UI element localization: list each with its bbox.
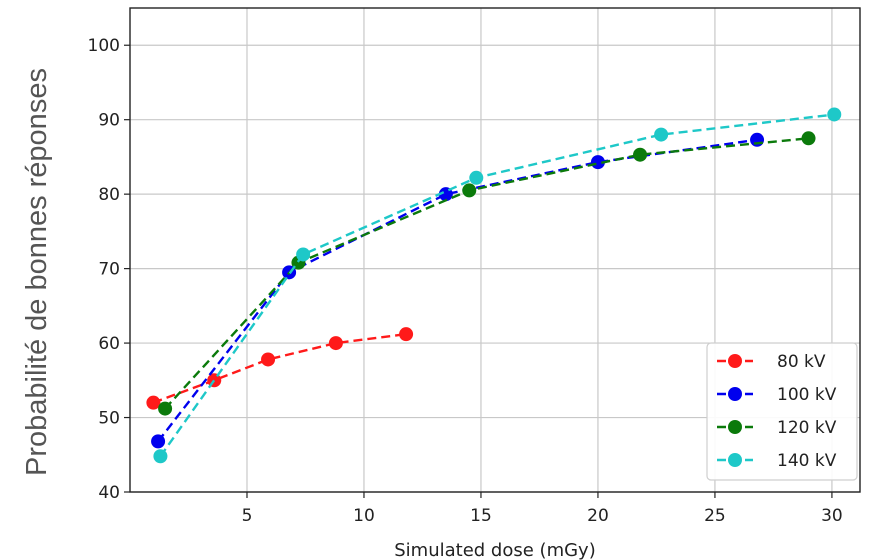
grid (130, 8, 860, 493)
legend-item: 120 kV (717, 418, 837, 438)
data-point (158, 401, 173, 416)
plot-frame (129, 7, 861, 493)
x-tick-label: 10 (353, 506, 375, 526)
series-line (157, 138, 758, 443)
data-point (261, 352, 276, 367)
x-axis-label: Simulated dose (mGy) (394, 540, 595, 560)
legend-marker (728, 354, 742, 368)
series-3 (158, 131, 816, 416)
legend-marker (728, 420, 742, 434)
data-point (296, 247, 311, 262)
legend-item: 140 kV (717, 451, 837, 471)
y-tick-label: 70 (98, 260, 120, 280)
legend-label: 80 kV (777, 352, 826, 372)
data-point (399, 327, 414, 342)
legend-label: 120 kV (777, 418, 837, 438)
y-tick-label: 40 (98, 483, 120, 503)
data-point (633, 147, 648, 162)
data-point (328, 336, 343, 351)
legend-item: 100 kV (717, 385, 837, 405)
axis-ticks: 5 10 15 20 25 30 40 50 60 70 80 90 100 (88, 36, 843, 526)
data-point (590, 155, 605, 170)
series-1 (146, 327, 414, 410)
data-point (146, 395, 161, 410)
legend-box (706, 342, 858, 481)
data-point (469, 170, 484, 185)
x-tick-label: 5 (242, 506, 253, 526)
data-point (827, 107, 842, 122)
y-tick-label: 100 (88, 36, 120, 56)
data-point (153, 449, 168, 464)
series-2 (151, 132, 765, 449)
data-point (750, 132, 765, 147)
legend-item: 80 kV (717, 352, 826, 372)
y-tick-label: 50 (98, 409, 120, 429)
legend-label: 140 kV (777, 451, 837, 471)
y-tick-label: 80 (98, 185, 120, 205)
series-4 (153, 107, 842, 464)
legend: 80 kV 100 kV 120 kV 140 kV (706, 342, 858, 481)
x-tick-label: 30 (821, 506, 843, 526)
legend-label: 100 kV (777, 385, 837, 405)
x-tick-label: 15 (470, 506, 492, 526)
y-axis-label: Probabilité de bonnes réponses (21, 68, 53, 476)
legend-marker (728, 387, 742, 401)
y-tick-label: 60 (98, 334, 120, 354)
data-point (151, 434, 166, 449)
series-layer (146, 107, 842, 464)
x-tick-label: 25 (704, 506, 726, 526)
legend-marker (728, 453, 742, 467)
series-line (152, 332, 407, 404)
data-point (654, 127, 669, 142)
data-point (801, 131, 816, 146)
data-point (462, 183, 477, 198)
x-tick-label: 20 (587, 506, 609, 526)
y-tick-label: 90 (98, 111, 120, 131)
